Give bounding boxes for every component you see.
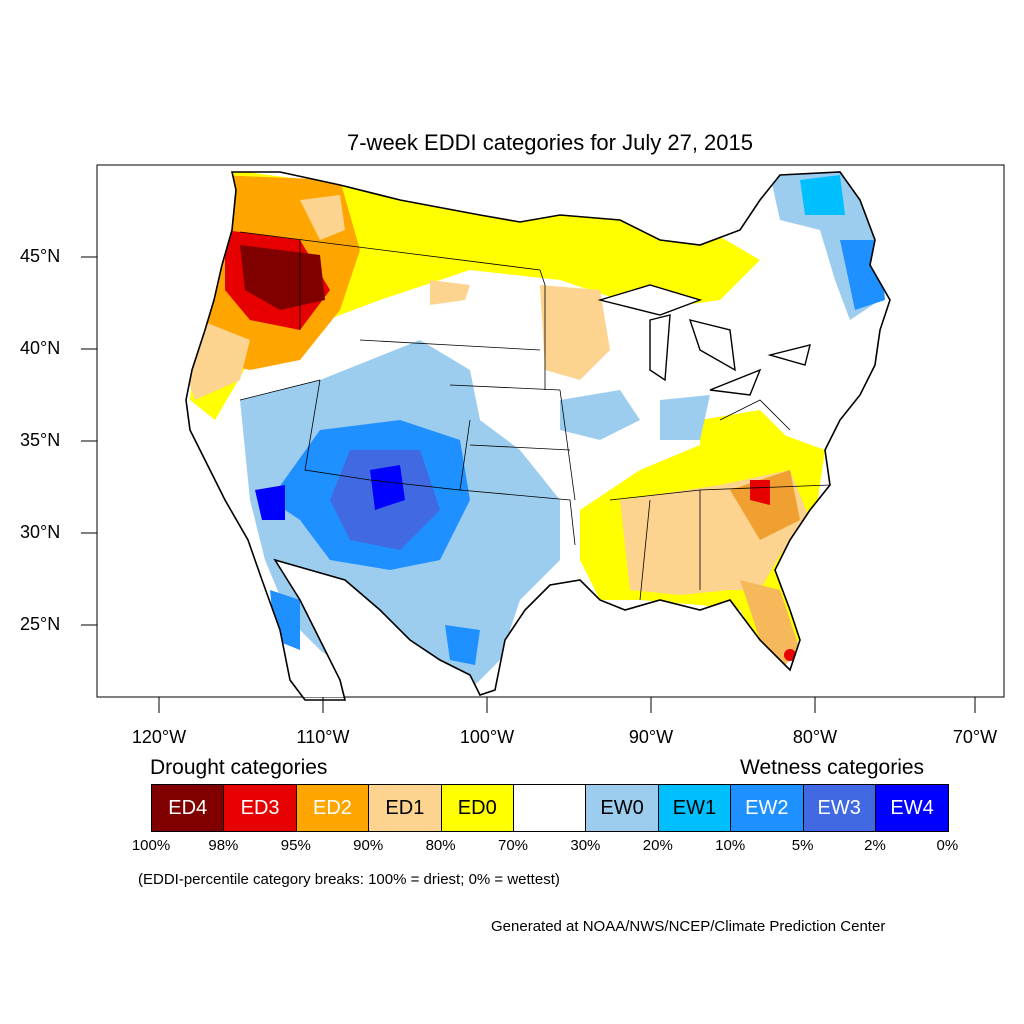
legend-cell: ED1: [369, 785, 442, 831]
legend-break-label: 10%: [715, 837, 746, 854]
lat-label: 35°N: [20, 430, 61, 450]
legend-break-label: 0%: [936, 837, 959, 854]
legend-cell: EW4: [875, 785, 949, 831]
lon-label: 120°W: [131, 727, 187, 747]
lon-label: 110°W: [296, 727, 350, 747]
legend-cell: ED2: [296, 785, 370, 831]
lat-label: 40°N: [20, 338, 61, 358]
legend-break-label: 20%: [642, 837, 673, 854]
drought-legend-title: Drought categories: [150, 756, 328, 779]
legend-break-label: 90%: [353, 837, 384, 854]
lat-label: 45°N: [20, 246, 61, 266]
legend-cell: EW3: [803, 785, 876, 831]
legend-break-label: 100%: [131, 837, 171, 854]
lon-label: 90°W: [628, 727, 674, 747]
legend-cell: [513, 785, 587, 831]
category-legend: ED4 ED3 ED2 ED1 ED0 EW0 EW1 EW2 EW3 EW4: [151, 784, 950, 832]
axis-ticks: [81, 256, 976, 713]
legend-cell: ED4: [152, 785, 225, 831]
lon-label: 70°W: [952, 727, 998, 747]
lon-label: 80°W: [792, 727, 838, 747]
legend-cell: ED0: [441, 785, 514, 831]
legend-break-label: 2%: [864, 837, 886, 854]
lat-label: 25°N: [20, 614, 61, 634]
legend-cell: ED3: [224, 785, 297, 831]
legend-cell: EW0: [586, 785, 659, 831]
legend-break-label: 30%: [570, 837, 601, 854]
legend-break-label: 95%: [280, 837, 311, 854]
map-title: 7-week EDDI categories for July 27, 2015: [347, 130, 753, 155]
legend-cell: EW2: [731, 785, 804, 831]
legend-break-label: 80%: [425, 837, 456, 854]
lon-label: 100°W: [459, 727, 515, 747]
state-borders: [239, 231, 831, 601]
legend-note: (EDDI-percentile category breaks: 100% =…: [138, 871, 560, 888]
legend-break-label: 5%: [791, 837, 814, 854]
legend-break-label: 98%: [208, 837, 239, 854]
legend-cell: EW1: [658, 785, 732, 831]
credit-line: Generated at NOAA/NWS/NCEP/Climate Predi…: [491, 918, 886, 935]
lat-label: 30°N: [20, 522, 61, 542]
great-lakes: [597, 284, 811, 396]
wetness-legend-title: Wetness categories: [740, 756, 925, 779]
eddi-field: [186, 172, 890, 697]
legend-break-label: 70%: [497, 837, 529, 854]
